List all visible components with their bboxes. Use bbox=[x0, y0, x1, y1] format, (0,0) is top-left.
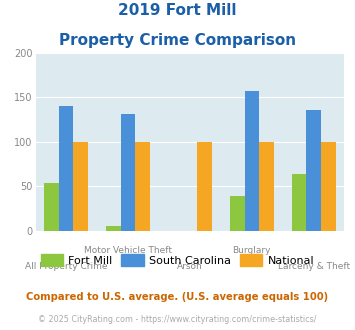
Text: Arson: Arson bbox=[177, 262, 203, 271]
Bar bbox=[121, 114, 135, 231]
Bar bbox=[259, 142, 274, 231]
Legend: Fort Mill, South Carolina, National: Fort Mill, South Carolina, National bbox=[36, 250, 319, 270]
Bar bbox=[59, 106, 73, 231]
Text: © 2025 CityRating.com - https://www.cityrating.com/crime-statistics/: © 2025 CityRating.com - https://www.city… bbox=[38, 315, 317, 324]
Bar bbox=[135, 142, 150, 231]
Bar bbox=[44, 183, 59, 231]
Bar bbox=[197, 142, 212, 231]
Text: Compared to U.S. average. (U.S. average equals 100): Compared to U.S. average. (U.S. average … bbox=[26, 292, 329, 302]
Text: 2019 Fort Mill: 2019 Fort Mill bbox=[118, 3, 237, 18]
Bar bbox=[245, 91, 259, 231]
Text: Burglary: Burglary bbox=[233, 246, 271, 255]
Text: Motor Vehicle Theft: Motor Vehicle Theft bbox=[84, 246, 172, 255]
Bar bbox=[292, 174, 306, 231]
Text: Larceny & Theft: Larceny & Theft bbox=[278, 262, 350, 271]
Text: All Property Crime: All Property Crime bbox=[25, 262, 107, 271]
Bar bbox=[321, 142, 335, 231]
Bar bbox=[106, 226, 121, 231]
Bar bbox=[306, 110, 321, 231]
Bar bbox=[73, 142, 88, 231]
Text: Property Crime Comparison: Property Crime Comparison bbox=[59, 33, 296, 48]
Bar bbox=[230, 196, 245, 231]
